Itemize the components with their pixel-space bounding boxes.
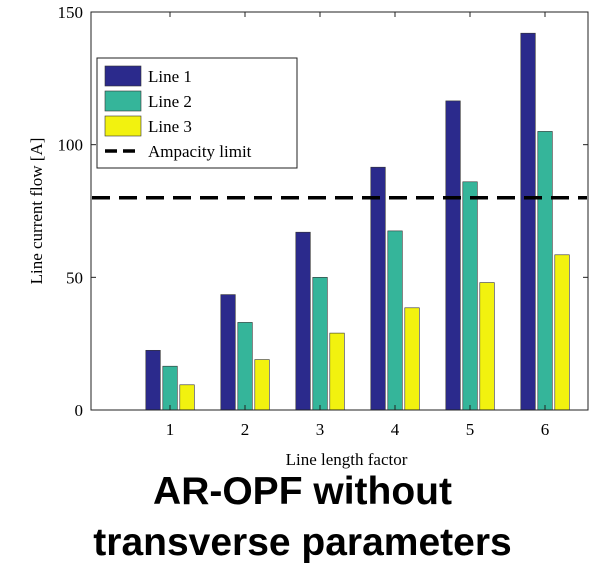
bar-line-2-factor-6	[537, 131, 553, 411]
legend-swatch-line-1	[104, 65, 142, 87]
caption-line-1: AR-OPF without	[153, 470, 452, 513]
axes-frame	[90, 11, 589, 411]
legend-label-line-1: Line 1	[148, 67, 192, 86]
bar-line-1-factor-2	[220, 294, 236, 411]
bar-line-3-factor-5	[479, 282, 495, 411]
bar-line-2-factor-1	[162, 365, 178, 411]
bar-group	[145, 32, 570, 411]
y-axis-label: Line current flow [A]	[27, 138, 46, 285]
bar-line-1-factor-3	[295, 231, 311, 411]
legend-label-line-3: Line 3	[148, 117, 192, 136]
legend-swatch-line-2	[104, 90, 142, 112]
x-tick-label: 6	[541, 420, 550, 439]
x-axis-label: Line length factor	[286, 450, 408, 469]
bar-line-1-factor-5	[445, 100, 461, 411]
x-tick-label: 2	[241, 420, 250, 439]
bar-line-2-factor-2	[237, 322, 253, 411]
bar-line-3-factor-1	[179, 384, 195, 411]
caption-line-2: transverse parameters	[93, 521, 512, 564]
legend-swatch-line-3	[104, 115, 142, 137]
y-tick-label: 50	[66, 268, 83, 287]
bar-line-1-factor-1	[145, 349, 161, 411]
bar-line-1-factor-6	[520, 32, 536, 411]
bar-line-2-factor-5	[462, 181, 478, 411]
y-tick-label: 150	[58, 3, 84, 22]
y-tick-label: 100	[58, 136, 84, 155]
bar-chart: 0 50 100 150 1 2 3 4 5 6 Line length factor Line cu…	[27, 3, 589, 469]
bar-line-3-factor-2	[254, 359, 270, 411]
axes: 0 50 100 150 1 2 3 4 5 6 Line length factor Line cu…	[27, 3, 589, 469]
legend: Line 1 Line 2 Line 3 Ampacity limit	[96, 57, 298, 169]
x-tick-label: 4	[391, 420, 400, 439]
bar-line-3-factor-3	[329, 332, 345, 411]
bar-line-3-factor-4	[404, 307, 420, 411]
bar-line-1-factor-4	[370, 166, 386, 411]
legend-label-line-2: Line 2	[148, 92, 192, 111]
x-tick-label: 1	[166, 420, 175, 439]
x-tick-label: 5	[466, 420, 475, 439]
bar-line-3-factor-6	[554, 254, 570, 411]
bar-line-2-factor-4	[387, 230, 403, 411]
x-tick-label: 3	[316, 420, 325, 439]
y-tick-label: 0	[75, 401, 84, 420]
legend-label-ampacity-limit: Ampacity limit	[148, 142, 252, 161]
bar-line-2-factor-3	[312, 276, 328, 411]
